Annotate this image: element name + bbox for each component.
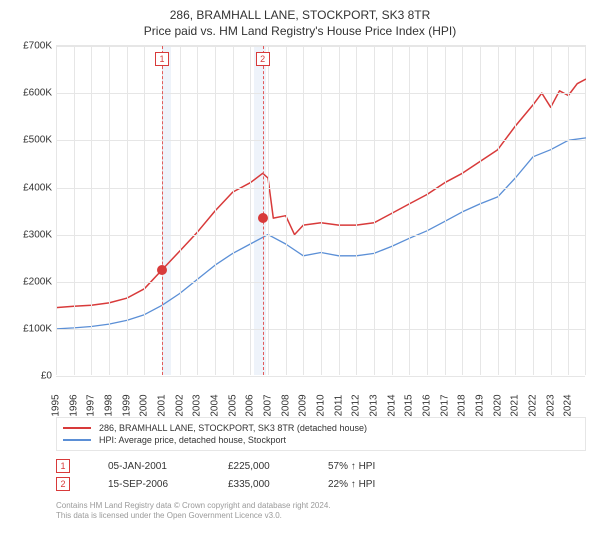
legend-label: HPI: Average price, detached house, Stoc… [99, 435, 286, 445]
legend-item: HPI: Average price, detached house, Stoc… [63, 434, 579, 446]
chart-title-address: 286, BRAMHALL LANE, STOCKPORT, SK3 8TR [12, 8, 588, 24]
legend: 286, BRAMHALL LANE, STOCKPORT, SK3 8TR (… [56, 417, 586, 451]
x-axis-label: 2012 [351, 395, 362, 417]
footer-line: This data is licensed under the Open Gov… [56, 511, 588, 521]
event-number-box: 2 [56, 477, 70, 491]
x-axis-label: 1997 [86, 395, 97, 417]
event-date: 15-SEP-2006 [108, 479, 228, 490]
y-axis-label: £300K [12, 229, 52, 240]
legend-item: 286, BRAMHALL LANE, STOCKPORT, SK3 8TR (… [63, 422, 579, 434]
x-axis-label: 2016 [422, 395, 433, 417]
event-marker-box: 2 [256, 52, 270, 66]
x-axis-label: 1995 [51, 395, 62, 417]
y-axis-label: £600K [12, 88, 52, 99]
event-number-box: 1 [56, 459, 70, 473]
table-row: 1 05-JAN-2001 £225,000 57% ↑ HPI [56, 457, 586, 475]
x-axis-label: 2013 [369, 395, 380, 417]
y-axis-label: £700K [12, 41, 52, 52]
event-price: £225,000 [228, 461, 328, 472]
chart-title-sub: Price paid vs. HM Land Registry's House … [12, 24, 588, 40]
x-axis-label: 2011 [333, 395, 344, 417]
footer-line: Contains HM Land Registry data © Crown c… [56, 501, 588, 511]
y-axis-label: £0 [12, 371, 52, 382]
x-axis-label: 2019 [475, 395, 486, 417]
legend-swatch [63, 439, 91, 441]
event-dot [258, 213, 268, 223]
table-row: 2 15-SEP-2006 £335,000 22% ↑ HPI [56, 475, 586, 493]
x-axis-label: 2005 [227, 395, 238, 417]
x-axis-label: 2014 [386, 395, 397, 417]
x-axis-label: 2000 [139, 395, 150, 417]
x-axis-label: 2022 [528, 395, 539, 417]
x-axis-label: 2023 [545, 395, 556, 417]
legend-label: 286, BRAMHALL LANE, STOCKPORT, SK3 8TR (… [99, 423, 367, 433]
y-axis-label: £200K [12, 276, 52, 287]
y-axis-label: £100K [12, 324, 52, 335]
x-axis-label: 1999 [121, 395, 132, 417]
x-axis-label: 2001 [157, 395, 168, 417]
x-axis-label: 1996 [68, 395, 79, 417]
event-price: £335,000 [228, 479, 328, 490]
x-axis-label: 2010 [316, 395, 327, 417]
x-axis-label: 2009 [298, 395, 309, 417]
x-axis-label: 2015 [404, 395, 415, 417]
x-axis-label: 2008 [280, 395, 291, 417]
x-axis-label: 2002 [174, 395, 185, 417]
x-axis-label: 2007 [263, 395, 274, 417]
x-axis-label: 2003 [192, 395, 203, 417]
event-date: 05-JAN-2001 [108, 461, 228, 472]
y-axis-label: £500K [12, 135, 52, 146]
x-axis-label: 2018 [457, 395, 468, 417]
x-axis-label: 2021 [510, 395, 521, 417]
event-dot [157, 265, 167, 275]
chart-container: 286, BRAMHALL LANE, STOCKPORT, SK3 8TR P… [0, 0, 600, 560]
event-marker-box: 1 [155, 52, 169, 66]
y-axis-label: £400K [12, 182, 52, 193]
x-axis-label: 2006 [245, 395, 256, 417]
event-delta: 22% ↑ HPI [328, 479, 375, 490]
x-axis-label: 2004 [210, 395, 221, 417]
event-delta: 57% ↑ HPI [328, 461, 375, 472]
x-axis-label: 2020 [492, 395, 503, 417]
price-event-table: 1 05-JAN-2001 £225,000 57% ↑ HPI 2 15-SE… [56, 457, 586, 493]
x-axis-label: 1998 [104, 395, 115, 417]
footer: Contains HM Land Registry data © Crown c… [56, 501, 588, 521]
chart-plot-area: £0£100K£200K£300K£400K£500K£600K£700K199… [56, 45, 586, 375]
x-axis-label: 2017 [439, 395, 450, 417]
x-axis-label: 2024 [563, 395, 574, 417]
legend-swatch [63, 427, 91, 429]
